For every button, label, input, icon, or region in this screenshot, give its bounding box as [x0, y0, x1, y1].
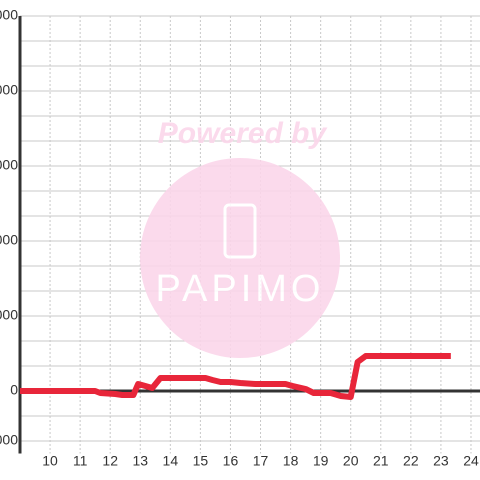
x-tick-label: 15 — [193, 453, 209, 469]
x-tick-label: 10 — [42, 453, 58, 469]
y-tick-label: 30,000 — [0, 307, 18, 323]
watermark-phone — [223, 203, 257, 259]
x-tick-label: 20 — [343, 453, 359, 469]
x-tick-label: 22 — [403, 453, 419, 469]
data-line — [20, 353, 451, 400]
x-tick-label: 23 — [433, 453, 449, 469]
x-tick-label: 19 — [313, 453, 329, 469]
y-tick-label: 60,000 — [0, 232, 18, 248]
x-tick-label: 16 — [223, 453, 239, 469]
x-tick-label: 18 — [283, 453, 299, 469]
x-tick-label: 13 — [132, 453, 148, 469]
x-tick-label: 17 — [253, 453, 269, 469]
x-tick-label: 21 — [373, 453, 389, 469]
y-tick-label: 0 — [10, 382, 18, 398]
y-tick-label: -20,000 — [0, 432, 18, 448]
x-tick-label: 24 — [463, 453, 479, 469]
y-tick-label: 90,000 — [0, 157, 18, 173]
watermark-logo: PAPIMO — [156, 268, 325, 310]
y-tick-label: 150,000 — [0, 7, 18, 23]
x-tick-label: 11 — [73, 453, 88, 469]
watermark-text: Powered by — [158, 117, 328, 150]
y-tick-label: 120,000 — [0, 82, 18, 98]
x-tick-label: 14 — [163, 453, 179, 469]
watermark: Powered by PAPIMO — [140, 117, 340, 358]
x-tick-label: 12 — [102, 453, 118, 469]
